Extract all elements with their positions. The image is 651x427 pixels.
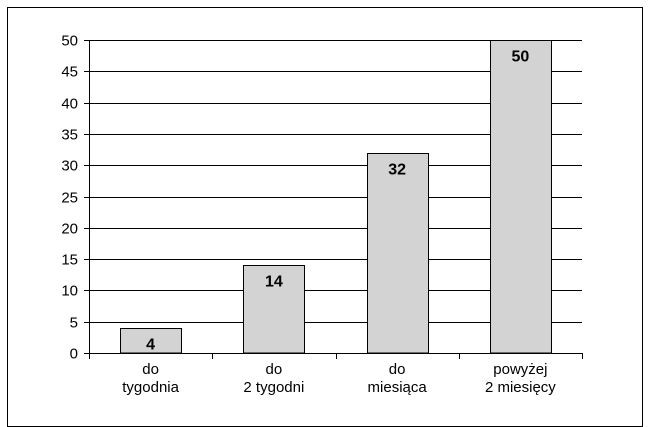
y-tick-label-15: 15 bbox=[61, 252, 78, 269]
category-label-1-line-0: do bbox=[266, 361, 283, 378]
category-label-1: do 2 tygodni bbox=[243, 361, 304, 396]
y-tick-label-30: 30 bbox=[61, 158, 78, 175]
y-tick-label-20: 20 bbox=[61, 221, 78, 238]
bar-0 bbox=[120, 328, 182, 354]
y-tick-label-50: 50 bbox=[61, 33, 78, 50]
data-label-1: 14 bbox=[265, 274, 283, 291]
bar-3 bbox=[490, 40, 552, 354]
category-label-0: do tygodnia bbox=[122, 361, 179, 396]
category-label-3-line-1: 2 miesięcy bbox=[485, 379, 556, 396]
category-label-1-line-1: 2 tygodni bbox=[243, 379, 304, 396]
category-label-3-line-0: powyżej bbox=[493, 361, 547, 378]
y-tick-label-25: 25 bbox=[61, 190, 78, 207]
category-label-2-line-1: miesiąca bbox=[368, 379, 428, 396]
data-label-3: 50 bbox=[511, 49, 529, 66]
data-label-0: 4 bbox=[146, 337, 155, 354]
y-tick-label-10: 10 bbox=[61, 283, 78, 300]
y-tick-label-5: 5 bbox=[70, 315, 78, 332]
data-label-2: 32 bbox=[388, 162, 406, 179]
category-label-0-line-0: do bbox=[142, 361, 159, 378]
y-tick-label-35: 35 bbox=[61, 127, 78, 144]
y-tick-label-40: 40 bbox=[61, 96, 78, 113]
category-label-2: do miesiąca bbox=[368, 361, 428, 396]
category-label-2-line-0: do bbox=[389, 361, 406, 378]
bar-2 bbox=[367, 153, 429, 354]
y-tick-label-45: 45 bbox=[61, 64, 78, 81]
category-label-3: powyżej 2 miesięcy bbox=[485, 361, 556, 396]
category-label-0-line-1: tygodnia bbox=[122, 379, 179, 396]
y-tick-label-0: 0 bbox=[70, 346, 78, 363]
